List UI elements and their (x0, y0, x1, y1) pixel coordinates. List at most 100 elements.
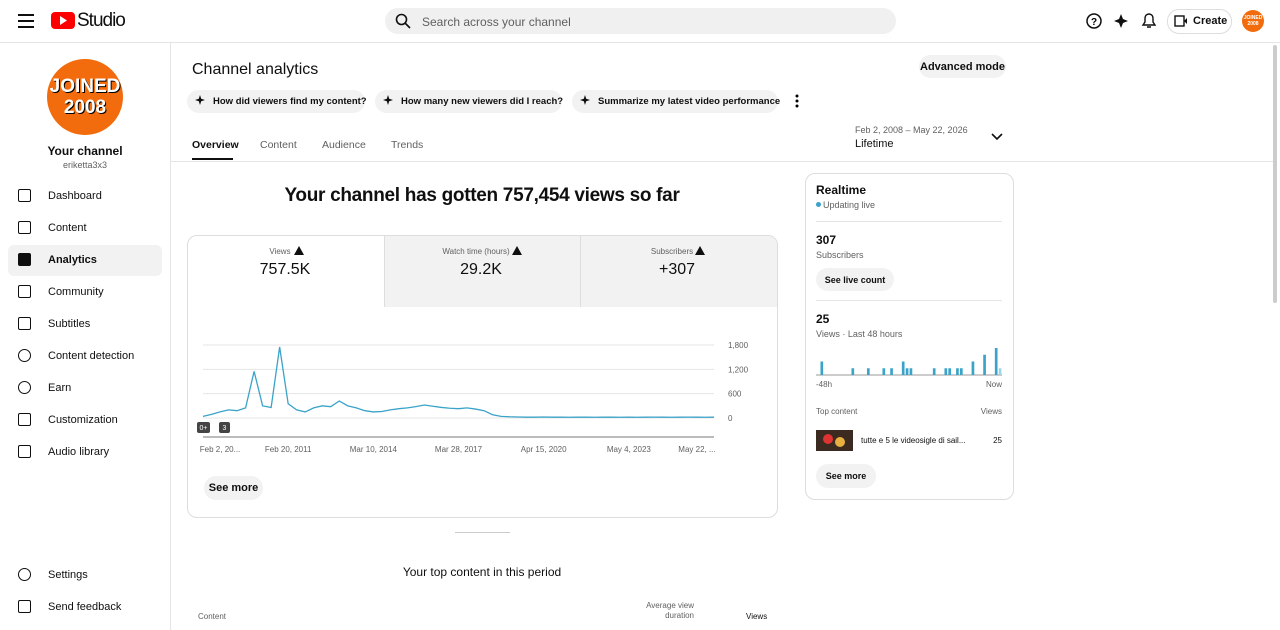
period[interactable]: Lifetime (855, 138, 894, 150)
bar (905, 368, 909, 375)
logo[interactable] (51, 12, 75, 29)
x-tick-label: -48h (816, 380, 832, 389)
table-header: Average view duration (646, 601, 694, 620)
avatar-text: JOINED (1243, 15, 1263, 21)
table-header: Views (746, 612, 768, 621)
bar (932, 368, 936, 375)
nav-item[interactable]: Analytics (48, 254, 97, 266)
prompt-chip[interactable] (572, 90, 778, 113)
more-icon[interactable] (794, 93, 800, 109)
avatar-text: 2008 (63, 97, 107, 118)
realtime-card (805, 173, 1014, 500)
views-label: Views · Last 48 hours (816, 329, 903, 339)
sidebar-border (170, 43, 171, 630)
channel-handle: eriketta3x3 (62, 160, 108, 170)
account-avatar[interactable]: JOINED 2008 (1242, 10, 1264, 32)
avatar-text: 2008 (1247, 21, 1259, 27)
chevron[interactable] (991, 133, 1003, 141)
bar (890, 368, 893, 375)
x-tick-label: May 22, ... (678, 445, 715, 454)
nav-item[interactable]: Customization (48, 414, 118, 426)
header-icons[interactable]: ? (1086, 12, 1158, 30)
subscribers-label: Subscribers (816, 250, 864, 260)
x-tick-label: Mar 28, 2017 (435, 445, 483, 454)
warning-icon (294, 246, 304, 255)
item-title[interactable]: tutte e 5 le videosigle di sail... (861, 436, 966, 445)
bar (901, 361, 905, 375)
prompt-chip[interactable] (187, 90, 365, 113)
nav-item[interactable]: Content (48, 222, 87, 234)
metric-label: Views (269, 247, 291, 256)
bar (866, 368, 870, 375)
nav-icon (18, 445, 31, 458)
nav-item[interactable]: Audio library (48, 446, 110, 458)
badge-text: 3 (223, 425, 227, 432)
menu-icon[interactable] (16, 12, 36, 30)
prompt-text: How many new viewers did I reach? (401, 96, 564, 107)
create-label: Create (1193, 15, 1228, 27)
tab[interactable]: Audience (322, 139, 366, 151)
nav-item[interactable]: Content detection (48, 350, 135, 362)
headline: Your channel has gotten 757,454 views so… (284, 185, 680, 206)
bar (851, 368, 855, 375)
nav-icon (18, 568, 31, 581)
nav-item[interactable]: Settings (48, 569, 88, 581)
bar (882, 368, 886, 375)
svg-text:?: ? (1091, 17, 1097, 28)
views-chart: 0+ 3 0 600 1,200 1,800 Feb 2, 20... Feb 20, 2… (197, 341, 749, 454)
item-views: 25 (993, 436, 1002, 445)
sparkle-icon (195, 95, 205, 105)
nav-icon (18, 285, 31, 298)
sparkle-icon (580, 95, 590, 105)
advanced-mode-button[interactable]: Advanced mode (919, 55, 1006, 78)
see-live-count-button[interactable]: See live count (816, 268, 894, 291)
nav-item[interactable]: Community (48, 286, 104, 298)
avatar-text: JOINED (49, 76, 121, 97)
x-tick-label: Feb 2, 20... (200, 445, 240, 454)
views-header: Views (980, 407, 1002, 416)
bar (948, 368, 952, 375)
scrollbar[interactable] (1273, 45, 1277, 303)
nav-item[interactable]: Dashboard (48, 190, 102, 202)
live-dot (816, 202, 821, 207)
tab[interactable]: Trends (391, 139, 424, 151)
create-button[interactable] (1167, 9, 1232, 34)
search-icon (395, 13, 411, 29)
metric-label: Watch time (hours) (442, 247, 510, 256)
top-bar (0, 0, 1280, 43)
nav-item[interactable]: Subtitles (48, 318, 91, 330)
nav-icon (18, 600, 31, 613)
sparkle-icon (383, 95, 393, 105)
divider (816, 300, 1002, 301)
nav-icon (18, 381, 31, 394)
bar (971, 361, 975, 375)
bar (820, 361, 824, 375)
thumbnail[interactable] (816, 430, 853, 451)
nav-item[interactable]: Send feedback (48, 601, 122, 613)
search-box[interactable] (385, 8, 896, 34)
realtime-chart: -48h Now (816, 348, 1002, 389)
y-tick-label: 600 (728, 390, 742, 399)
tab-underline (192, 158, 233, 160)
tab-divider (170, 161, 1275, 162)
badge[interactable] (219, 422, 230, 433)
nav-item[interactable]: Earn (48, 382, 72, 394)
tab[interactable]: Content (260, 139, 297, 151)
bar (994, 348, 998, 375)
page-title: Channel analytics (192, 61, 319, 78)
realtime-title: Realtime (816, 183, 867, 197)
nav-icon (18, 253, 31, 266)
prompt-chip[interactable] (375, 90, 562, 113)
channel-avatar[interactable]: JOINED 2008 (47, 59, 123, 135)
badge[interactable] (197, 422, 210, 433)
nav-icon (18, 413, 31, 426)
see-more-button[interactable]: See more (204, 476, 263, 500)
y-tick-label: 0 (728, 414, 733, 423)
tab[interactable]: Overview (192, 139, 239, 151)
see-more-button[interactable]: See more (816, 464, 876, 488)
search-placeholder: Search across your channel (422, 15, 571, 29)
bar (959, 368, 963, 375)
metric-divider (384, 236, 385, 307)
bar (944, 368, 948, 375)
